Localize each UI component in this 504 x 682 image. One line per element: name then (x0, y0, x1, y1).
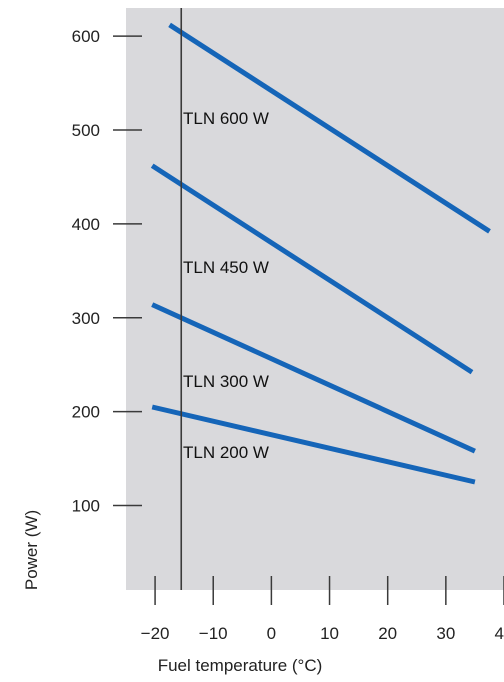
series-layer (150, 22, 491, 485)
plot-background (126, 8, 504, 590)
x-tick-label: −20 (141, 624, 170, 643)
series-labels: TLN 600 W TLN 450 W TLN 300 W TLN 200 W (183, 109, 269, 462)
x-axis: −20 −10 0 10 20 30 40 (141, 576, 504, 643)
series-line-1 (150, 163, 474, 375)
x-tick-label: 20 (378, 624, 397, 643)
x-tick-label: 30 (436, 624, 455, 643)
series-line-2 (151, 302, 476, 454)
series-line-3 (151, 404, 476, 485)
x-tick-label: 40 (495, 624, 504, 643)
y-tick-label: 400 (72, 215, 100, 234)
y-axis-title: Power (W) (22, 510, 41, 590)
y-tick-label: 200 (72, 403, 100, 422)
y-axis: 100 200 300 400 500 600 (72, 27, 142, 516)
series-label-3: TLN 200 W (183, 443, 269, 462)
series-line-0 (168, 22, 491, 234)
y-tick-label: 500 (72, 121, 100, 140)
x-tick-label: −10 (199, 624, 228, 643)
x-tick-label: 0 (267, 624, 276, 643)
y-tick-label: 600 (72, 27, 100, 46)
y-tick-label: 100 (72, 497, 100, 516)
series-label-2: TLN 300 W (183, 372, 269, 391)
x-tick-label: 10 (320, 624, 339, 643)
series-label-1: TLN 450 W (183, 258, 269, 277)
series-label-0: TLN 600 W (183, 109, 269, 128)
x-axis-title: Fuel temperature (°C) (158, 656, 323, 675)
y-tick-label: 300 (72, 309, 100, 328)
